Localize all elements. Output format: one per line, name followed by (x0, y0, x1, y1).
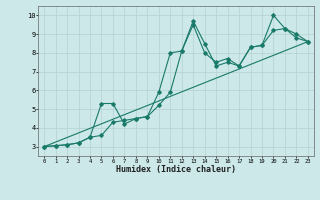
X-axis label: Humidex (Indice chaleur): Humidex (Indice chaleur) (116, 165, 236, 174)
